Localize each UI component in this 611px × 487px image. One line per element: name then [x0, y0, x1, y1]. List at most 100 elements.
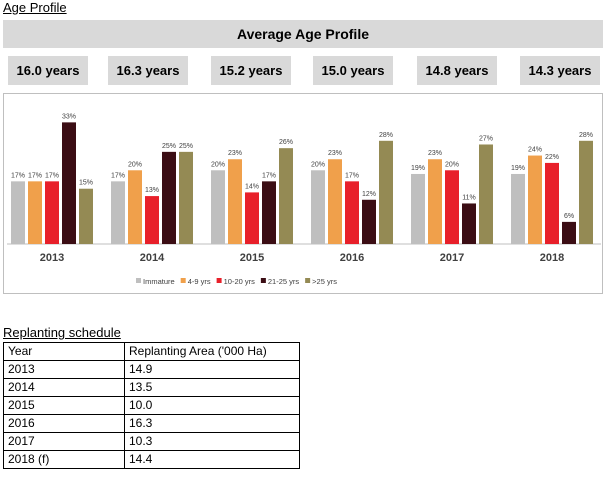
legend-swatch — [260, 278, 266, 283]
table-row: 2014 13.5 — [3, 378, 300, 397]
data-label: 17% — [262, 172, 276, 179]
data-label: 23% — [228, 150, 242, 157]
data-label: 17% — [345, 172, 359, 179]
data-label: 23% — [328, 150, 342, 157]
bar-2013-4 — [79, 188, 93, 244]
bar-2018-1 — [528, 155, 542, 244]
category-label: 2017 — [440, 252, 464, 264]
year-average-2013: 16.0 years — [8, 56, 88, 85]
header-year: Year — [3, 342, 125, 361]
data-label: 27% — [479, 135, 493, 142]
data-label: 20% — [128, 161, 142, 168]
data-label: 13% — [145, 187, 159, 194]
bar-2017-2 — [445, 170, 459, 244]
bar-2017-1 — [428, 159, 442, 244]
table-row: 2017 10.3 — [3, 432, 300, 451]
legend-label: 4-9 yrs — [188, 277, 211, 286]
legend-swatch — [216, 278, 222, 283]
row-year: 2014 — [3, 378, 125, 397]
data-label: 23% — [428, 150, 442, 157]
data-label: 11% — [462, 194, 476, 201]
data-label: 17% — [28, 172, 42, 179]
year-average-row: 16.0 years 16.3 years 15.2 years 15.0 ye… — [0, 56, 611, 86]
data-label: 14% — [245, 183, 259, 190]
data-label: 20% — [211, 161, 225, 168]
bar-2014-4 — [179, 151, 193, 244]
data-label: 24% — [528, 147, 542, 154]
row-area: 14.9 — [124, 360, 300, 379]
data-label: 19% — [411, 165, 425, 172]
data-label: 28% — [579, 132, 593, 139]
bar-2017-4 — [479, 144, 493, 244]
bar-2018-0 — [511, 173, 525, 244]
row-year: 2015 — [3, 396, 125, 415]
year-average-2018: 14.3 years — [520, 56, 600, 85]
row-area: 13.5 — [124, 378, 300, 397]
bar-2015-2 — [245, 192, 259, 244]
bar-2016-0 — [311, 170, 325, 244]
year-average-2016: 15.0 years — [313, 56, 393, 85]
table-row: 2016 16.3 — [3, 414, 300, 433]
bar-2013-1 — [28, 181, 42, 244]
table-row: 2013 14.9 — [3, 360, 300, 379]
bar-2018-2 — [545, 162, 559, 244]
table-header-row: Year Replanting Area ('000 Ha) — [3, 342, 300, 361]
data-label: 26% — [279, 139, 293, 146]
row-year: 2013 — [3, 360, 125, 379]
bar-2016-3 — [362, 199, 376, 244]
age-profile-chart: 17% 17% 17% 33% 15% 2013 17% 20% 13% 25% 25% 2014 20… — [3, 93, 603, 294]
data-label: 17% — [45, 172, 59, 179]
data-label: 20% — [311, 161, 325, 168]
legend-label: >25 yrs — [312, 277, 337, 286]
category-label: 2015 — [240, 252, 264, 264]
bar-2015-1 — [228, 159, 242, 244]
bar-2016-2 — [345, 181, 359, 244]
bar-2016-1 — [328, 159, 342, 244]
bar-2013-3 — [62, 122, 76, 244]
bar-2014-2 — [145, 196, 159, 244]
category-label: 2016 — [340, 252, 364, 264]
row-area: 10.3 — [124, 432, 300, 451]
bar-2016-4 — [379, 140, 393, 244]
data-label: 22% — [545, 154, 559, 161]
bar-2013-0 — [11, 181, 25, 244]
bar-2017-0 — [411, 173, 425, 244]
legend-swatch — [305, 278, 311, 283]
row-year: 2018 (f) — [3, 450, 125, 469]
row-year: 2017 — [3, 432, 125, 451]
bar-2014-1 — [128, 170, 142, 244]
data-label: 17% — [11, 172, 25, 179]
category-label: 2013 — [40, 252, 64, 264]
table-row: 2018 (f) 14.4 — [3, 450, 300, 469]
bar-2018-4 — [579, 140, 593, 244]
year-average-2017: 14.8 years — [417, 56, 497, 85]
bar-2015-3 — [262, 181, 276, 244]
category-label: 2014 — [140, 252, 165, 264]
data-label: 19% — [511, 165, 525, 172]
legend-label: 21-25 yrs — [268, 277, 300, 286]
bar-2015-0 — [211, 170, 225, 244]
bar-2013-2 — [45, 181, 59, 244]
table-row: 2015 10.0 — [3, 396, 300, 415]
data-label: 28% — [379, 132, 393, 139]
year-average-2014: 16.3 years — [108, 56, 188, 85]
row-area: 10.0 — [124, 396, 300, 415]
legend-swatch — [180, 278, 186, 283]
legend-label: Immature — [143, 277, 175, 286]
header-area: Replanting Area ('000 Ha) — [124, 342, 300, 361]
bar-2015-4 — [279, 148, 293, 244]
data-label: 20% — [445, 161, 459, 168]
data-label: 15% — [79, 180, 93, 187]
year-average-2015: 15.2 years — [211, 56, 291, 85]
replanting-table: Year Replanting Area ('000 Ha) 2013 14.9… — [3, 342, 300, 469]
bar-2014-3 — [162, 151, 176, 244]
bar-2014-0 — [111, 181, 125, 244]
data-label: 25% — [162, 143, 176, 150]
bar-2018-3 — [562, 221, 576, 244]
data-label: 25% — [179, 143, 193, 150]
row-year: 2016 — [3, 414, 125, 433]
age-profile-title: Age Profile — [3, 0, 67, 15]
data-label: 12% — [362, 191, 376, 198]
data-label: 6% — [564, 213, 574, 220]
